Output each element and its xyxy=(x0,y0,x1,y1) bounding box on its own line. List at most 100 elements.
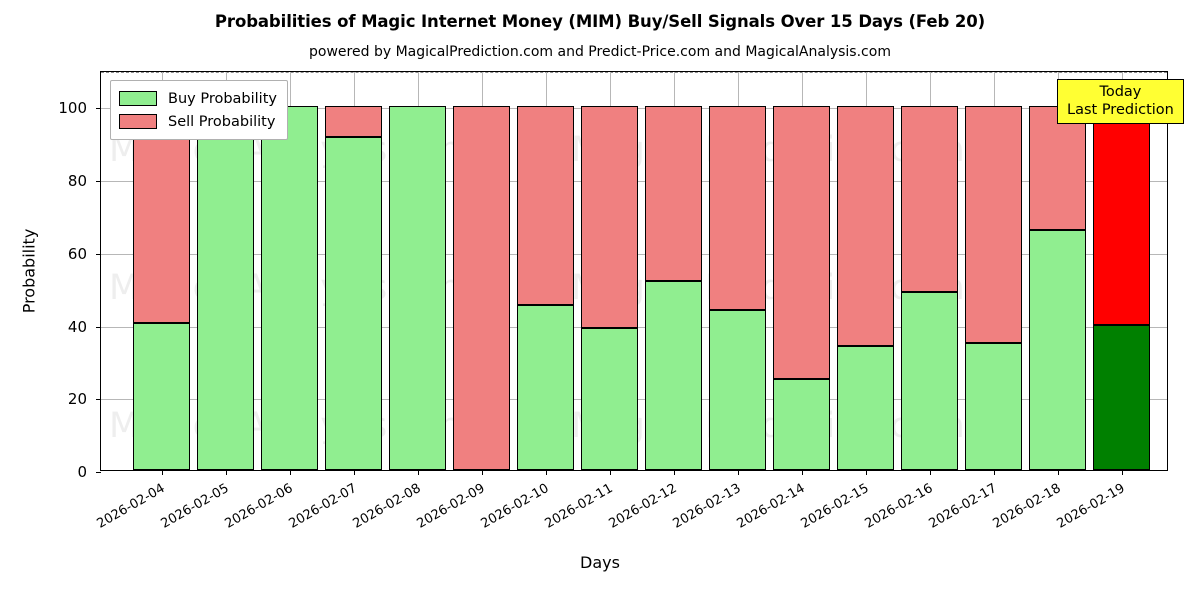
bar-segment-sell[interactable] xyxy=(581,106,638,329)
bar-segment-sell[interactable] xyxy=(1029,106,1086,230)
x-tick-mark xyxy=(1057,470,1059,475)
annotation-line-1: Today xyxy=(1099,84,1142,100)
bar-segment-buy[interactable] xyxy=(709,310,766,470)
legend: Buy Probability Sell Probability xyxy=(110,80,288,140)
bar-segment-buy[interactable] xyxy=(837,346,894,470)
x-tick-label: 2026-02-05 xyxy=(158,481,231,532)
bar-group[interactable] xyxy=(1093,72,1150,470)
legend-label-buy: Buy Probability xyxy=(168,90,277,107)
x-tick-mark xyxy=(929,470,931,475)
x-tick-label: 2026-02-08 xyxy=(350,481,423,532)
y-tick-label: 20 xyxy=(67,390,87,409)
bar-group[interactable] xyxy=(261,72,318,470)
y-tick-mark xyxy=(96,472,101,473)
y-tick-mark xyxy=(96,253,101,255)
x-tick-mark xyxy=(801,470,803,475)
y-tick-mark xyxy=(96,181,101,183)
x-tick-label: 2026-02-06 xyxy=(222,481,295,532)
bar-group[interactable] xyxy=(773,72,830,470)
bar-group[interactable] xyxy=(1029,72,1086,470)
y-tick-label: 100 xyxy=(58,99,87,118)
x-tick-mark xyxy=(545,470,547,475)
bar-segment-buy[interactable] xyxy=(1093,324,1150,470)
x-tick-mark xyxy=(161,470,163,475)
legend-swatch-buy-icon xyxy=(119,91,157,106)
bar-segment-buy[interactable] xyxy=(133,322,190,470)
bar-segment-sell[interactable] xyxy=(709,106,766,310)
bar-segment-sell[interactable] xyxy=(1093,106,1150,325)
chart-title: Probabilities of Magic Internet Money (M… xyxy=(214,12,986,31)
bar-group[interactable] xyxy=(709,72,766,470)
y-axis-label: Probability xyxy=(19,228,39,314)
bar-group[interactable] xyxy=(325,72,382,470)
bar-segment-buy[interactable] xyxy=(261,106,318,470)
x-tick-label: 2026-02-14 xyxy=(734,481,807,532)
bar-group[interactable] xyxy=(965,72,1022,470)
bar-segment-buy[interactable] xyxy=(645,280,702,470)
x-tick-label: 2026-02-17 xyxy=(926,481,999,532)
bar-segment-buy[interactable] xyxy=(1029,230,1086,470)
bar-segment-buy[interactable] xyxy=(517,304,574,470)
bar-group[interactable] xyxy=(389,72,446,470)
bar-segment-sell[interactable] xyxy=(453,106,510,470)
bar-segment-sell[interactable] xyxy=(773,106,830,380)
gridline-dashed-top xyxy=(101,72,1167,73)
bar-group[interactable] xyxy=(581,72,638,470)
bar-segment-sell[interactable] xyxy=(517,106,574,305)
y-tick-label: 80 xyxy=(67,172,87,191)
x-tick-label: 2026-02-07 xyxy=(286,481,359,532)
legend-swatch-sell-icon xyxy=(119,114,157,129)
bar-segment-buy[interactable] xyxy=(389,106,446,470)
bar-segment-buy[interactable] xyxy=(581,328,638,470)
y-tick-mark xyxy=(96,399,101,401)
annotation-line-2: Last Prediction xyxy=(1067,102,1174,119)
legend-item-buy[interactable]: Buy Probability xyxy=(119,87,277,110)
bar-group[interactable] xyxy=(645,72,702,470)
bar-segment-buy[interactable] xyxy=(325,137,382,470)
bar-group[interactable] xyxy=(901,72,958,470)
x-tick-mark xyxy=(417,470,419,475)
y-tick-label: 40 xyxy=(67,317,87,336)
bar-segment-sell[interactable] xyxy=(965,106,1022,343)
bar-group[interactable] xyxy=(453,72,510,470)
today-annotation: Today Last Prediction xyxy=(1057,79,1184,125)
legend-item-sell[interactable]: Sell Probability xyxy=(119,110,277,133)
x-tick-mark xyxy=(353,470,355,475)
x-tick-label: 2026-02-04 xyxy=(94,481,167,532)
x-tick-mark xyxy=(481,470,483,475)
bar-segment-buy[interactable] xyxy=(901,291,958,470)
bar-group[interactable] xyxy=(837,72,894,470)
x-tick-label: 2026-02-12 xyxy=(606,481,679,532)
bar-group[interactable] xyxy=(517,72,574,470)
y-tick-label: 60 xyxy=(67,244,87,263)
bar-segment-sell[interactable] xyxy=(837,106,894,347)
bar-segment-sell[interactable] xyxy=(325,106,382,138)
x-tick-mark xyxy=(1121,470,1123,475)
x-tick-mark xyxy=(225,470,227,475)
x-tick-label: 2026-02-10 xyxy=(478,481,551,532)
x-tick-mark xyxy=(609,470,611,475)
x-tick-label: 2026-02-15 xyxy=(798,481,871,532)
x-tick-label: 2026-02-18 xyxy=(990,481,1063,532)
plot-area: Probability MagicalAnalysis.comMagicalPr… xyxy=(20,71,1168,532)
x-tick-mark xyxy=(289,470,291,475)
legend-label-sell: Sell Probability xyxy=(168,113,276,130)
x-tick-label: 2026-02-11 xyxy=(542,481,615,532)
y-tick-mark xyxy=(96,108,101,110)
bar-segment-buy[interactable] xyxy=(965,342,1022,470)
bar-segment-sell[interactable] xyxy=(133,106,190,323)
bar-group[interactable] xyxy=(133,72,190,470)
bar-segment-sell[interactable] xyxy=(901,106,958,292)
x-tick-mark xyxy=(865,470,867,475)
bar-group[interactable] xyxy=(197,72,254,470)
y-tick-label: 0 xyxy=(77,463,87,481)
x-tick-mark xyxy=(673,470,675,475)
bar-segment-buy[interactable] xyxy=(773,379,830,470)
x-tick-label: 2026-02-19 xyxy=(1054,481,1127,532)
chart-subtitle: powered by MagicalPrediction.com and Pre… xyxy=(309,44,891,60)
x-axis-label: Days xyxy=(580,553,620,572)
bar-segment-sell[interactable] xyxy=(645,106,702,281)
bar-segment-buy[interactable] xyxy=(197,106,254,470)
x-tick-label: 2026-02-16 xyxy=(862,481,935,532)
